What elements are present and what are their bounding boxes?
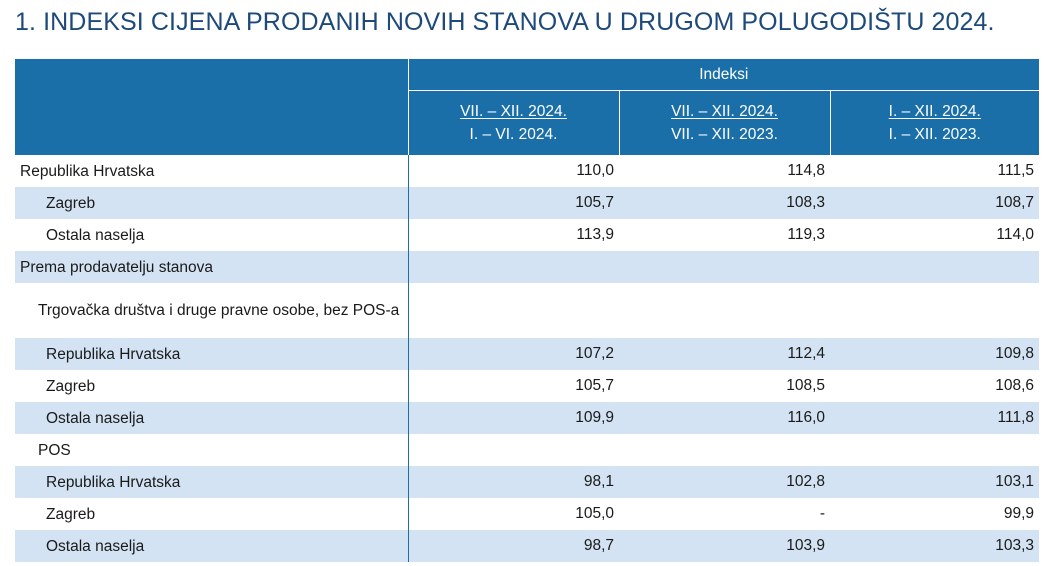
row-value: 109,9: [408, 402, 619, 434]
section-label: Prema prodavatelju stanova: [15, 251, 409, 283]
row-value: 98,1: [408, 466, 619, 498]
row-label: Republika Hrvatska: [15, 466, 409, 498]
row-label: Ostala naselja: [15, 530, 409, 562]
row-value: 105,7: [408, 187, 619, 219]
header-col-2: VII. – XII. 2024. VII. – XII. 2023.: [618, 90, 830, 155]
header-col-2-denominator: VII. – XII. 2023.: [671, 126, 778, 143]
row-value: 99,9: [1003, 505, 1035, 522]
row-value: 110,0: [576, 162, 614, 179]
row-value: 98,7: [408, 530, 619, 562]
row-label: Republika Hrvatska: [15, 155, 409, 187]
subsection-label: Trgovačka društva i druge pravne osobe, …: [15, 283, 409, 338]
row-value: [619, 251, 830, 283]
row-value: 108,7: [830, 187, 1040, 219]
row-value: -: [819, 505, 825, 522]
row-label: Republika Hrvatska: [15, 338, 409, 370]
table-row: Zagreb 105,7 108,5 108,6: [15, 370, 1039, 402]
row-value: 119,3: [787, 226, 825, 243]
row-label: Ostala naselja: [15, 219, 409, 251]
row-value: 108,6: [995, 377, 1035, 394]
row-label: Ostala naselja: [15, 402, 409, 434]
row-value: 111,8: [830, 402, 1040, 434]
header-col-3-denominator: I. – XII. 2023.: [888, 126, 981, 143]
table-row: Republika Hrvatska 98,1 102,8 103,1: [15, 466, 1040, 498]
row-value: 108,5: [786, 377, 825, 394]
table-row: Ostala naselja 113,9 119,3 114,0: [15, 219, 1039, 251]
row-value: [830, 283, 1039, 338]
table-row: Ostala naselja 98,7 103,9 103,3: [15, 530, 1040, 562]
header-corner-cell: [15, 59, 409, 155]
row-value: [830, 251, 1040, 283]
row-label: Zagreb: [15, 187, 409, 219]
table-row: Zagreb 105,0 - 99,9: [15, 498, 1039, 530]
table-row: Zagreb 105,7 108,3 108,7: [15, 187, 1040, 219]
row-value: [408, 283, 619, 338]
row-value: 111,5: [997, 162, 1035, 179]
row-value: [830, 434, 1039, 466]
table-row: Republika Hrvatska 107,2 112,4 109,8: [15, 338, 1040, 370]
row-value: [619, 434, 830, 466]
header-col-2-numerator: VII. – XII. 2024.: [671, 103, 778, 120]
row-label: Zagreb: [15, 370, 409, 402]
table-subsection-row: Trgovačka društva i druge pravne osobe, …: [15, 283, 1039, 338]
row-value: 105,0: [575, 505, 614, 522]
table-row: Ostala naselja 109,9 116,0 111,8: [15, 402, 1040, 434]
row-value: 103,1: [830, 466, 1040, 498]
header-col-1-numerator: VII. – XII. 2024.: [460, 103, 567, 120]
row-value: 103,9: [619, 530, 830, 562]
index-table: Indeksi VII. – XII. 2024. I. – VI. 2024.…: [15, 59, 1040, 562]
row-value: [408, 251, 619, 283]
header-group-indeksi: Indeksi: [408, 59, 1040, 91]
row-value: 105,7: [575, 377, 614, 394]
row-value: 114,0: [996, 226, 1035, 243]
row-value: 113,9: [576, 226, 614, 243]
subsection-label: POS: [15, 434, 409, 466]
row-value: 109,8: [830, 338, 1040, 370]
header-col-1: VII. – XII. 2024. I. – VI. 2024.: [408, 90, 619, 155]
row-value: 107,2: [408, 338, 619, 370]
row-value: 112,4: [619, 338, 830, 370]
row-value: 114,8: [787, 162, 825, 179]
table-section-row: Prema prodavatelju stanova: [15, 251, 1040, 283]
row-value: 103,3: [830, 530, 1040, 562]
table-subsection-row: POS: [15, 434, 1039, 466]
header-col-3-numerator: I. – XII. 2024.: [888, 103, 981, 120]
row-label: Zagreb: [15, 498, 409, 530]
page-title: 1. INDEKSI CIJENA PRODANIH NOVIH STANOVA…: [15, 8, 995, 36]
row-value: [408, 434, 619, 466]
row-value: 116,0: [619, 402, 830, 434]
row-value: 102,8: [619, 466, 830, 498]
table-row: Republika Hrvatska 110,0 114,8 111,5: [15, 155, 1039, 187]
row-value: 108,3: [619, 187, 830, 219]
row-value: [619, 283, 830, 338]
header-col-3: I. – XII. 2024. I. – XII. 2023.: [829, 90, 1040, 155]
header-col-1-denominator: I. – VI. 2024.: [469, 126, 558, 143]
